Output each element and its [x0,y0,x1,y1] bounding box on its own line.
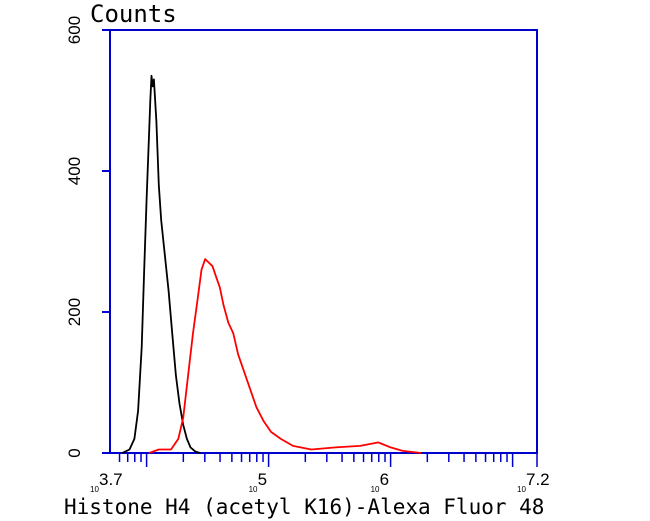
y-tick-label: 600 [65,16,84,44]
series-line-2 [148,258,422,454]
y-tick-label: 400 [65,157,84,185]
x-tick-base: 10 [371,485,380,494]
x-tick-base: 10 [90,485,99,494]
x-tick-exponent: 5 [258,470,267,489]
x-tick-exponent: 3.7 [99,470,123,489]
x-tick-base: 10 [249,485,258,494]
x-tick-base: 10 [517,485,526,494]
y-tick-label: 0 [65,448,84,457]
plot-frame [109,29,538,454]
series-layer [121,74,422,454]
y-axis: 0 200 400 600 [65,16,110,458]
x-tick-exponent: 7.2 [526,470,550,489]
chart-title: Counts [90,0,177,28]
x-tick-exponent: 6 [380,470,389,489]
x-axis-label: Histone H4 (acetyl K16)-Alexa Fluor 48 [64,495,544,519]
series-line-1 [121,74,201,454]
y-tick-label: 200 [65,298,84,326]
